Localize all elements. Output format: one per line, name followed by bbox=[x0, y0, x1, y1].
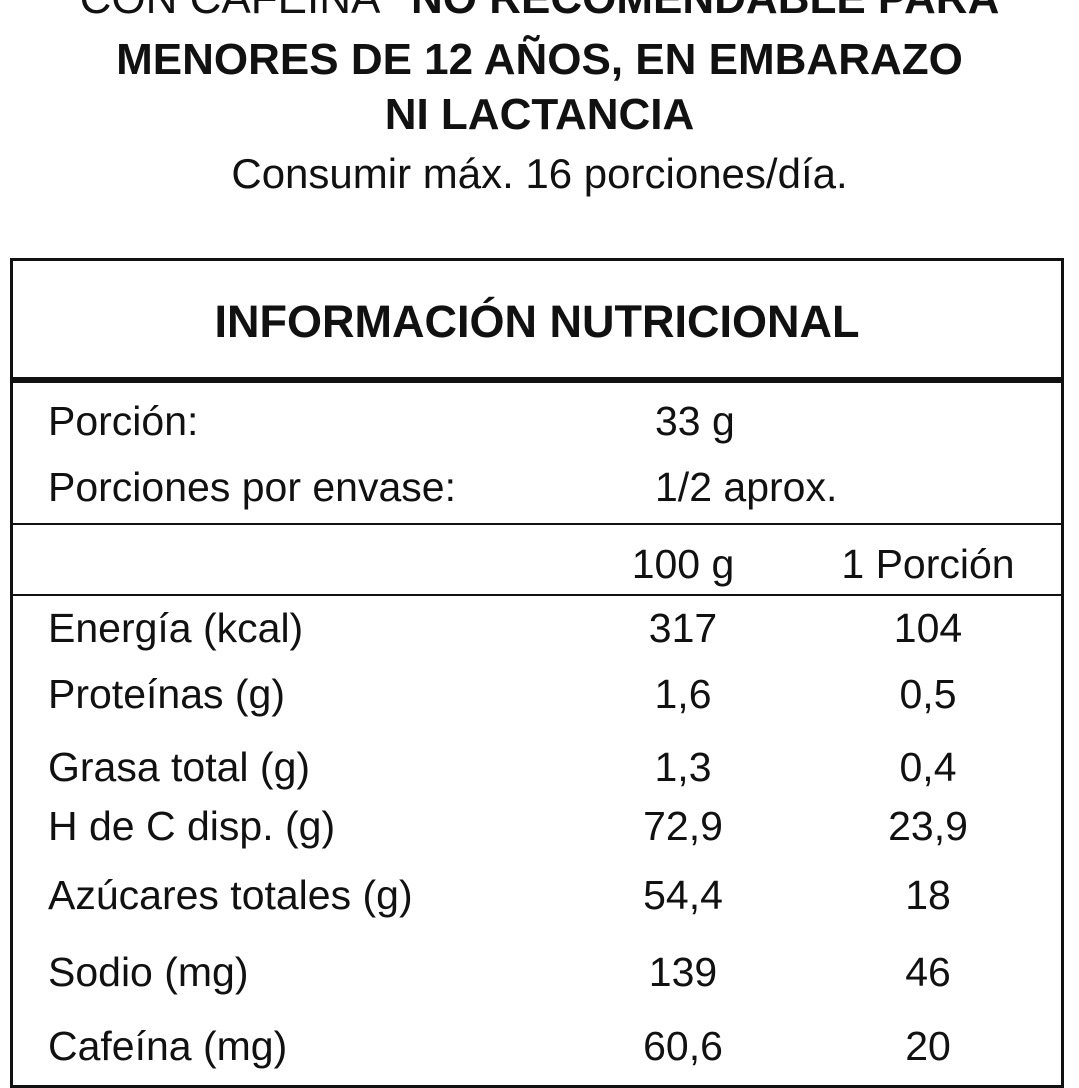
row-label: Energía (kcal) bbox=[48, 605, 304, 651]
row-value-per-100g: 60,6 bbox=[643, 1023, 723, 1069]
row-value-per-100g: 317 bbox=[648, 605, 718, 651]
row-label: H de C disp. (g) bbox=[48, 803, 336, 849]
not-recommended-notice: "NO RECOMENDABLE PARA bbox=[390, 0, 999, 23]
row-value-per-portion: 18 bbox=[905, 872, 951, 918]
caffeine-warning-line-3: NI LACTANCIA bbox=[384, 90, 695, 139]
row-value-per-100g: 1,6 bbox=[654, 671, 712, 717]
row-label: Grasa total (g) bbox=[48, 744, 311, 790]
row-value-per-portion: 0,4 bbox=[899, 744, 957, 790]
row-label: Azúcares totales (g) bbox=[48, 872, 413, 918]
caffeine-notice: CON CAFEÍNA bbox=[80, 0, 378, 23]
row-value-per-100g: 139 bbox=[648, 949, 718, 995]
header-per-portion: 1 Porción bbox=[841, 541, 1015, 587]
row-value-per-100g: 1,3 bbox=[654, 744, 712, 790]
row-value-per-portion: 46 bbox=[905, 949, 951, 995]
row-label: Cafeína (mg) bbox=[48, 1023, 288, 1069]
servings-per-pack-label: Porciones por envase: bbox=[48, 464, 456, 510]
row-value-per-portion: 20 bbox=[905, 1023, 951, 1069]
max-dose-notice: Consumir máx. 16 porciones/día. bbox=[231, 150, 848, 197]
row-value-per-100g: 54,4 bbox=[643, 872, 723, 918]
header-per-100g: 100 g bbox=[631, 541, 735, 587]
caffeine-warning-line-2: MENORES DE 12 AÑOS, EN EMBARAZO bbox=[116, 35, 963, 84]
row-value-per-portion: 104 bbox=[893, 605, 963, 651]
row-value-per-100g: 72,9 bbox=[643, 803, 723, 849]
serving-size-value: 33 g bbox=[655, 398, 735, 444]
row-label: Sodio (mg) bbox=[48, 949, 249, 995]
nutrition-facts-table: INFORMACIÓN NUTRICIONAL Porción: 33 g Po… bbox=[10, 258, 1064, 1088]
row-label: Proteínas (g) bbox=[48, 671, 285, 717]
servings-per-pack-value: 1/2 aprox. bbox=[655, 464, 838, 510]
nutrition-table-title: INFORMACIÓN NUTRICIONAL bbox=[13, 261, 1061, 383]
row-value-per-portion: 0,5 bbox=[899, 671, 957, 717]
row-value-per-portion: 23,9 bbox=[888, 803, 968, 849]
caffeine-warning-line-1: CON CAFEÍNA "NO RECOMENDABLE PARA bbox=[0, 0, 1079, 24]
serving-size-label: Porción: bbox=[48, 398, 199, 444]
divider bbox=[13, 523, 1061, 525]
divider bbox=[13, 594, 1061, 596]
